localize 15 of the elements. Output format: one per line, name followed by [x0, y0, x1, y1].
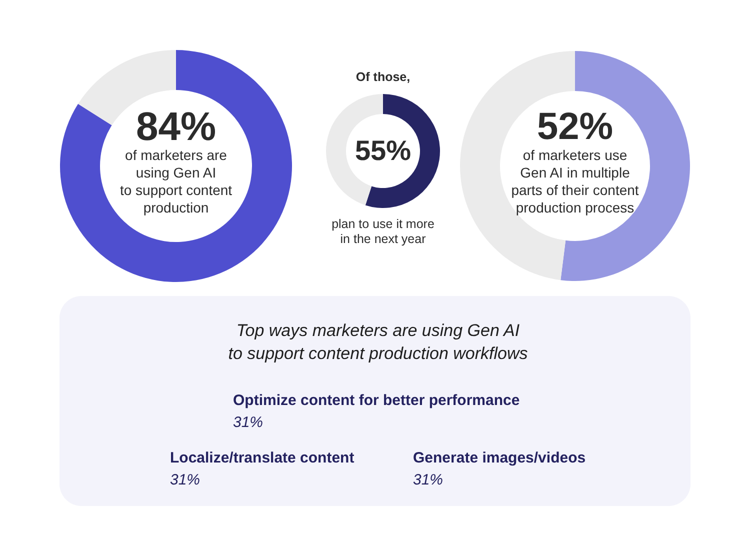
text: plan to use it more in the next year: [332, 217, 434, 246]
chart-title: Of those,: [356, 70, 410, 84]
data-label: 55%: [354, 135, 412, 166]
text: of marketers are using Gen AI to support content production: [120, 147, 232, 216]
text: Top ways marketers are using Gen AI to support content production workflows: [228, 321, 528, 363]
text: 31%: [413, 472, 444, 488]
data-label: 84%: [136, 105, 216, 149]
text: Optimize content for better performance: [233, 392, 520, 409]
text: 31%: [233, 414, 264, 431]
data-label: 52%: [536, 106, 614, 148]
text: Generate images/videos: [413, 450, 586, 466]
donut-slice: [60, 50, 292, 282]
text: 31%: [170, 472, 200, 488]
text: of marketers use Gen AI in multiple parts of their content production process: [511, 147, 639, 216]
text: Localize/translate content: [170, 450, 354, 466]
